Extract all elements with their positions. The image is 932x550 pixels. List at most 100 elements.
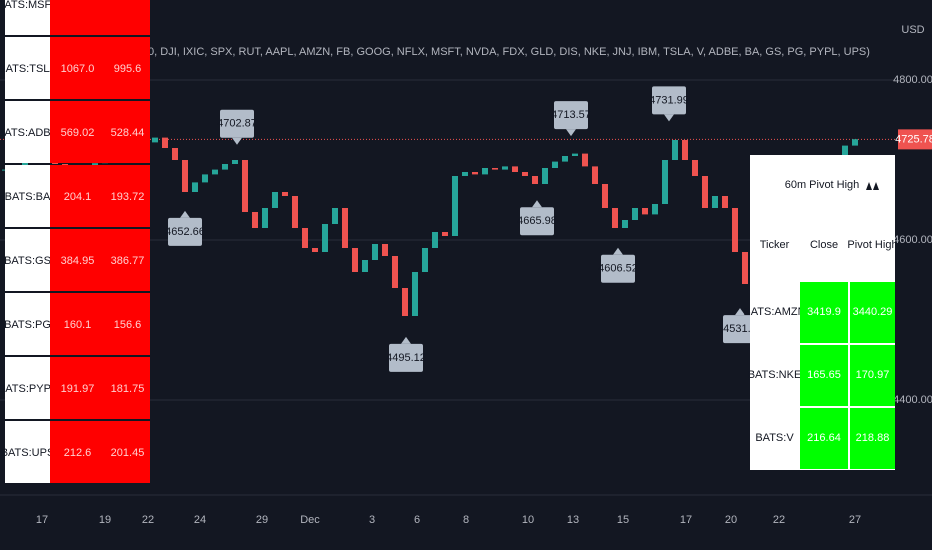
table-cell-text: 528.44 — [111, 127, 145, 139]
candle — [532, 176, 538, 184]
table-cell — [50, 293, 105, 355]
pivot-label-pointer — [532, 200, 542, 208]
candle — [382, 244, 388, 256]
table-cell-text: 191.97 — [61, 383, 95, 395]
table-cell-text: BATS:TSLA — [0, 63, 57, 75]
table-cell-text: BATS:PYPL — [0, 383, 57, 395]
candle — [262, 208, 268, 228]
x-tick-label: 8 — [463, 514, 469, 526]
table-cell-text: 218.88 — [856, 432, 890, 444]
candle — [482, 168, 488, 175]
candle — [402, 288, 408, 316]
x-tick-label: 13 — [567, 514, 579, 526]
x-tick-label: 3 — [369, 514, 375, 526]
table-cell-text: 384.95 — [61, 255, 95, 267]
candle — [732, 208, 738, 252]
candle — [252, 212, 258, 228]
candle — [562, 156, 568, 162]
table-cell — [105, 421, 150, 483]
x-tick-label: 19 — [99, 514, 111, 526]
candle — [552, 161, 558, 168]
candle — [312, 248, 318, 252]
pivot-label: 4531.1 — [723, 323, 757, 335]
candle — [622, 220, 628, 228]
table-cell-text: 181.75 — [111, 383, 145, 395]
x-tick-label: 24 — [194, 514, 206, 526]
pivot-label: 4665.98 — [517, 215, 557, 227]
x-tick-label: 27 — [849, 514, 861, 526]
scanner-title: 60m Pivot High — [785, 179, 860, 191]
table-cell — [105, 101, 150, 163]
candle — [512, 166, 518, 172]
candle — [332, 208, 338, 224]
candle — [522, 172, 528, 176]
scanner-icon — [866, 182, 879, 190]
pivot-label-box — [220, 109, 254, 138]
candle — [852, 139, 858, 146]
table-cell-text: 3419.9 — [807, 306, 841, 318]
table-cell — [105, 165, 150, 227]
table-cell-text: 201.45 — [111, 447, 145, 459]
table-cell — [5, 0, 50, 35]
x-tick-label: 17 — [680, 514, 692, 526]
table-cell-text: 170.97 — [856, 369, 890, 381]
column-header: Pivot High — [847, 239, 897, 251]
last-price-label: 4725.78 — [895, 133, 932, 145]
table-cell — [105, 37, 150, 99]
pivot-label-pointer — [401, 336, 411, 344]
pivot-label-box — [168, 217, 202, 246]
table-cell — [5, 229, 50, 291]
table-cell-text: 1067.0 — [61, 63, 95, 75]
table-cell — [5, 421, 50, 483]
table-cell-text: BATS:ADBE — [0, 127, 58, 139]
table-cell-text: 165.65 — [807, 369, 841, 381]
pivot-label-box — [389, 343, 423, 372]
pivot-label-box — [601, 254, 635, 283]
candle — [842, 145, 848, 156]
table-cell — [50, 101, 105, 163]
candle — [662, 160, 668, 204]
pivot-label-box — [554, 101, 588, 130]
table-cell — [105, 357, 150, 419]
candle — [362, 260, 368, 272]
pivot-label-box — [520, 207, 554, 236]
pivot-label: 4713.57 — [551, 109, 591, 121]
x-tick-label: 15 — [617, 514, 629, 526]
table-cell — [50, 165, 105, 227]
y-tick-label: 4600.00 — [893, 234, 932, 246]
table-cell — [105, 0, 150, 35]
candle — [652, 204, 658, 215]
table-cell-text: 193.72 — [111, 191, 145, 203]
table-cell-text: 212.6 — [64, 447, 92, 459]
candle — [572, 153, 578, 156]
table-cell — [50, 421, 105, 483]
table-cell — [5, 293, 50, 355]
table-cell — [105, 293, 150, 355]
x-tick-label: 6 — [414, 514, 420, 526]
x-tick-label: 20 — [725, 514, 737, 526]
pivot-label: 4702.87 — [217, 118, 257, 130]
table-cell — [800, 282, 848, 343]
table-cell-text: BATS:NKE — [748, 369, 802, 381]
pivot-label-pointer — [735, 308, 745, 316]
candle — [672, 140, 678, 160]
table-cell-text: 569.02 — [61, 127, 95, 139]
candle — [632, 208, 638, 220]
candle — [192, 182, 198, 192]
candle — [722, 196, 728, 208]
candle — [542, 168, 548, 184]
table-cell-text: BATS:PG — [4, 319, 51, 331]
table-cell — [5, 165, 50, 227]
candle — [412, 272, 418, 316]
x-tick-label: Dec — [300, 514, 320, 526]
pivot-label-pointer — [566, 129, 576, 137]
candle — [582, 153, 588, 167]
table-cell — [50, 0, 105, 35]
candle — [452, 176, 458, 236]
table-cell — [800, 408, 848, 469]
table-cell-text: 3440.29 — [853, 306, 893, 318]
candle — [442, 232, 448, 236]
candle — [462, 172, 468, 176]
candle — [182, 160, 188, 192]
x-tick-label: 22 — [773, 514, 785, 526]
